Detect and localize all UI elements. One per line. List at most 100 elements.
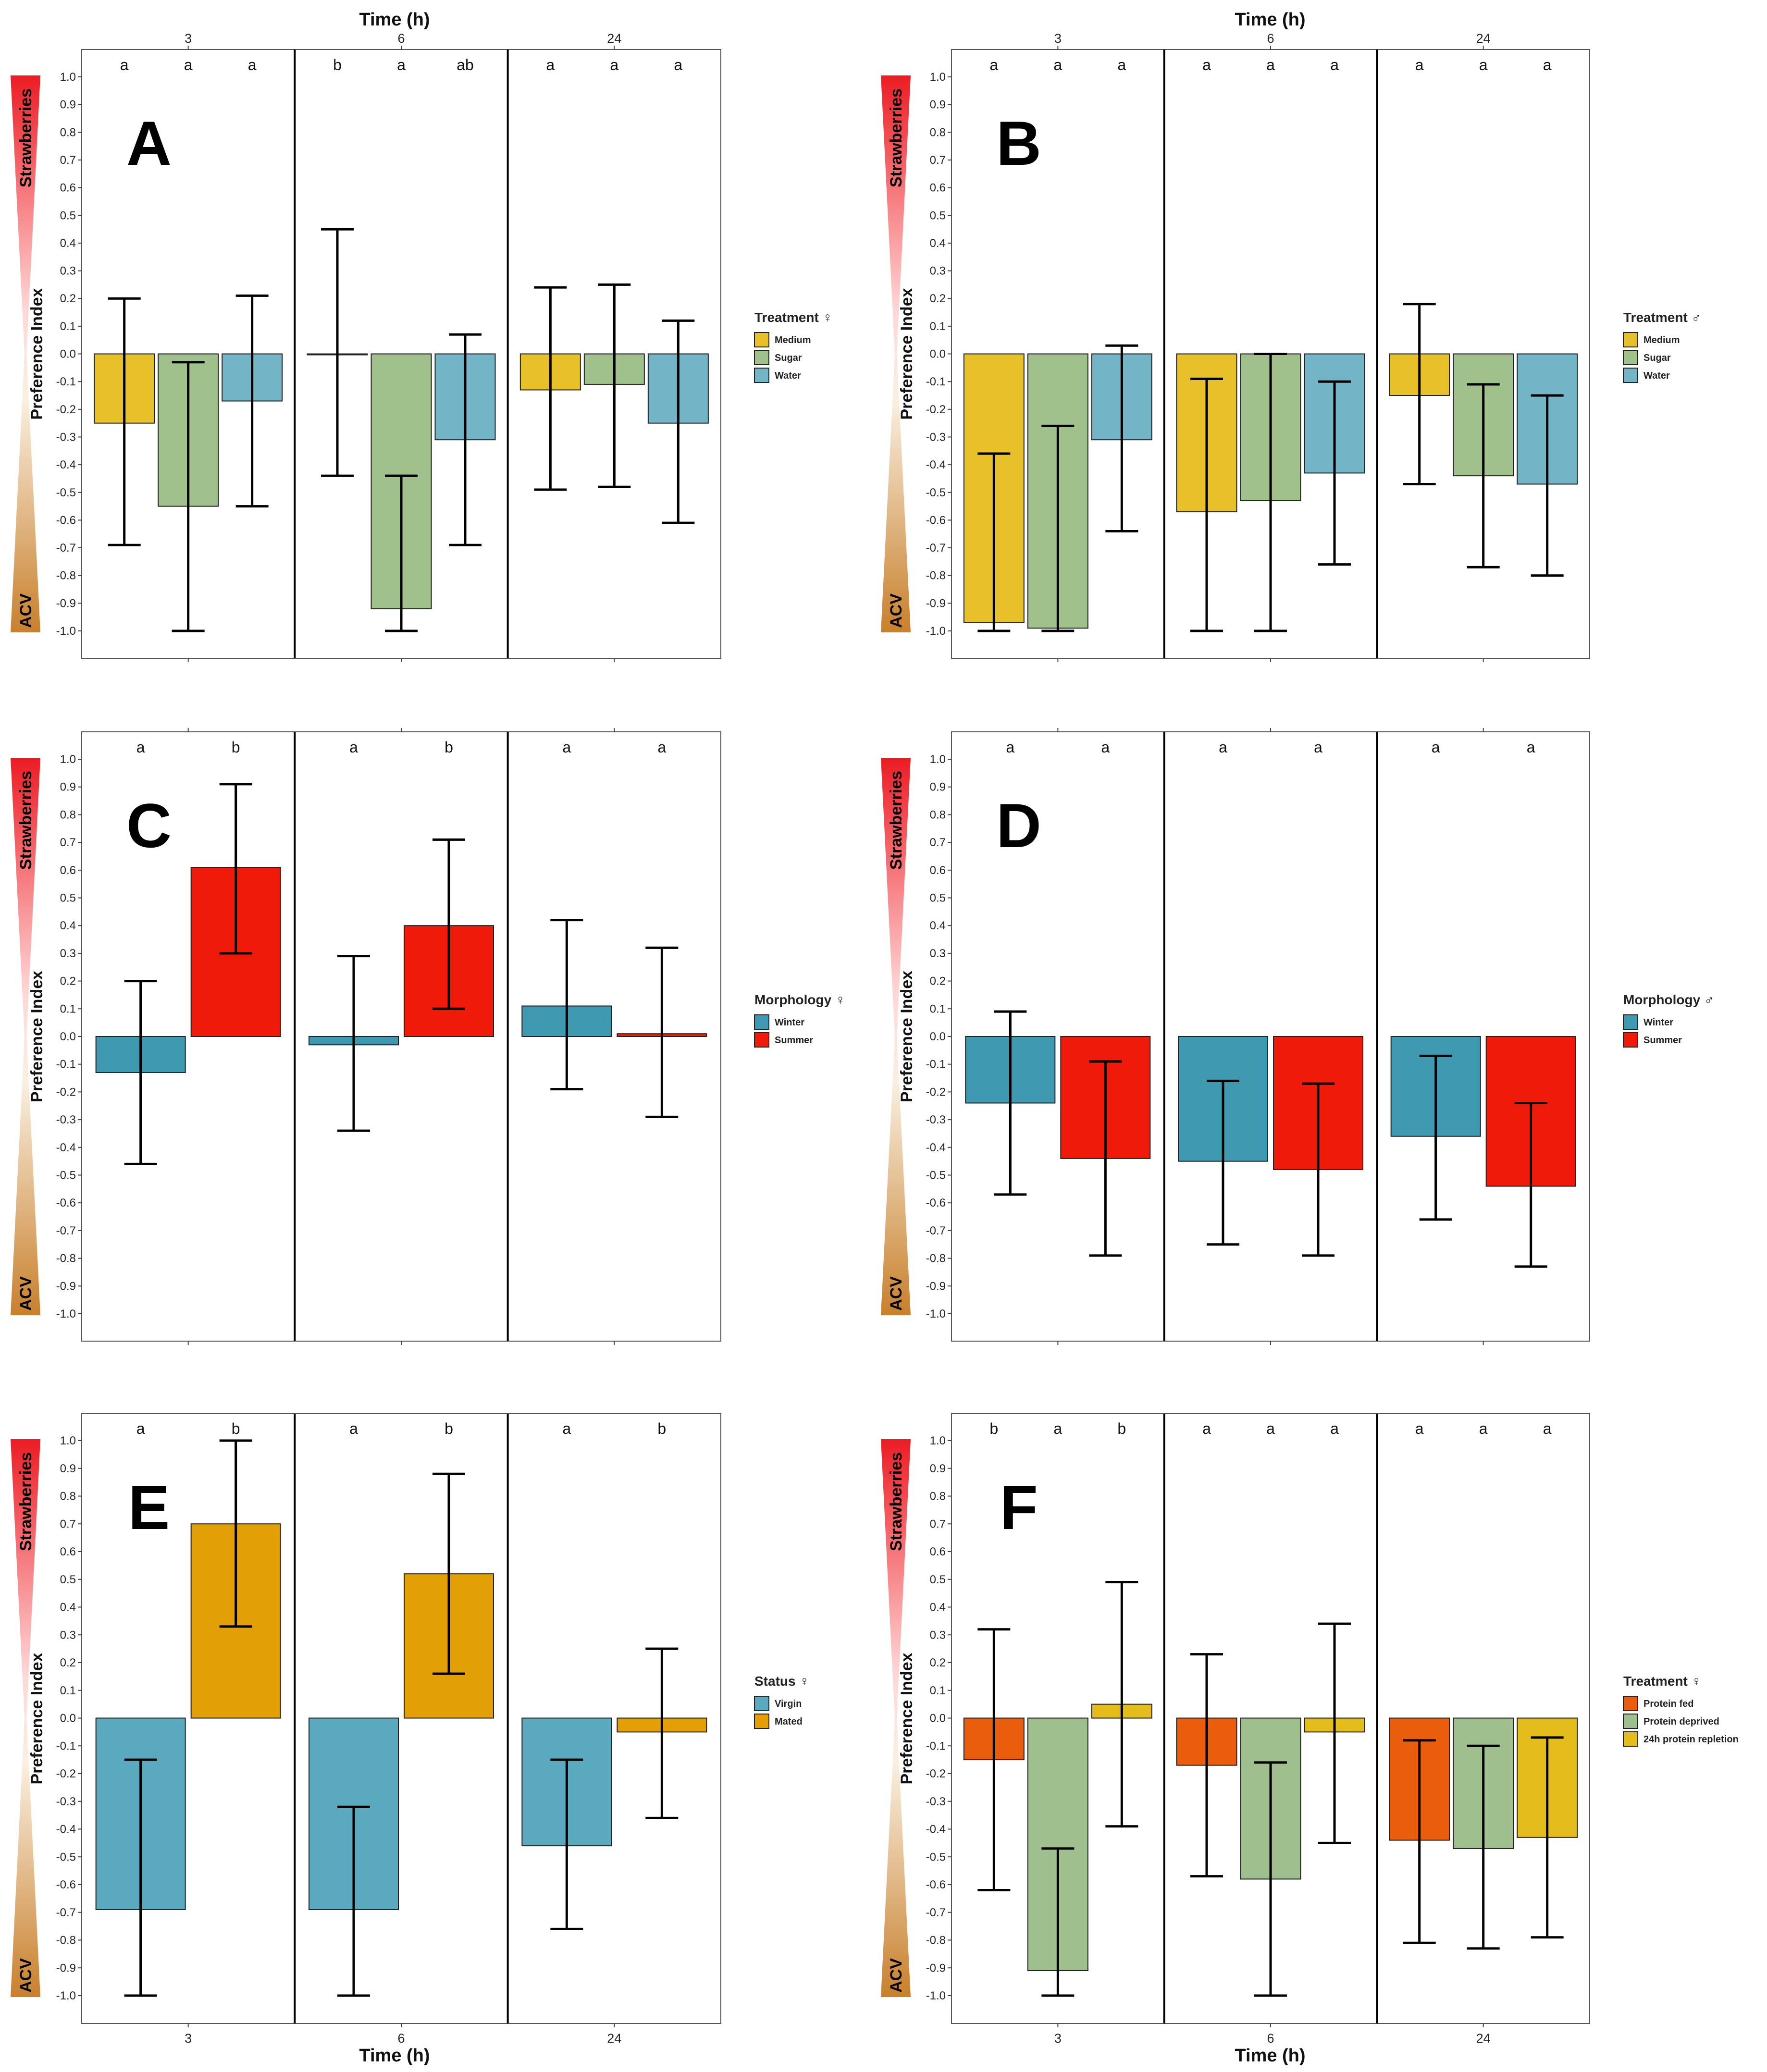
bottom-time-axis-title-left: Time (h) bbox=[359, 2046, 430, 2066]
legend-label: Virgin bbox=[775, 1699, 802, 1709]
y-tick-label: 0.3 bbox=[930, 1628, 946, 1641]
y-tick-label: 0.3 bbox=[60, 265, 76, 278]
significance-letter: a bbox=[1330, 56, 1339, 74]
significance-letter: a bbox=[562, 1420, 571, 1437]
y-tick-label: 0.4 bbox=[930, 919, 946, 932]
y-axis-title: Preference Index bbox=[28, 971, 46, 1102]
legend-label: Winter bbox=[1643, 1017, 1673, 1028]
legend-label: Mated bbox=[775, 1716, 803, 1727]
y-tick-label: 1.0 bbox=[60, 753, 76, 766]
y-tick-label: -0.1 bbox=[926, 1739, 946, 1752]
legend-label: Summer bbox=[775, 1035, 813, 1046]
y-tick-label: -0.6 bbox=[56, 1196, 76, 1209]
y-tick-label: 0.1 bbox=[930, 1684, 946, 1697]
y-tick-label: -0.2 bbox=[926, 1767, 946, 1780]
y-tick-label: 0.0 bbox=[60, 1030, 76, 1043]
y-tick-label: 0.4 bbox=[60, 237, 76, 250]
y-tick-label: 0.8 bbox=[930, 808, 946, 821]
y-tick-label: -0.7 bbox=[56, 542, 76, 555]
y-tick-label: 0.8 bbox=[60, 126, 76, 139]
y-tick-label: 0.8 bbox=[930, 1490, 946, 1503]
y-tick-label: 0.3 bbox=[60, 1628, 76, 1641]
y-tick-label: 0.6 bbox=[930, 182, 946, 195]
legend-label: Protein fed bbox=[1643, 1699, 1693, 1709]
time-tick-label-bottom: 6 bbox=[1267, 2031, 1274, 2046]
y-tick-label: -0.7 bbox=[926, 1224, 946, 1237]
y-tick-label: -0.9 bbox=[56, 1280, 76, 1293]
legend-label: Water bbox=[775, 370, 801, 381]
y-tick-label: 0.5 bbox=[60, 1573, 76, 1586]
y-tick-label: -0.9 bbox=[926, 597, 946, 610]
legend-swatch bbox=[1623, 1014, 1638, 1030]
gradient-label-acv: ACV bbox=[887, 1276, 905, 1311]
panel-letter: B bbox=[996, 108, 1041, 178]
y-tick-label: -0.3 bbox=[56, 1795, 76, 1808]
y-tick-label: 1.0 bbox=[930, 753, 946, 766]
y-tick-label: -0.7 bbox=[926, 542, 946, 555]
y-tick-label: -0.2 bbox=[926, 403, 946, 416]
y-axis-title: Preference Index bbox=[898, 1653, 916, 1784]
y-tick-label: -0.4 bbox=[56, 1823, 76, 1836]
legend-swatch bbox=[1623, 1032, 1638, 1048]
significance-letter: a bbox=[674, 56, 682, 74]
y-tick-label: -0.2 bbox=[56, 1085, 76, 1098]
y-tick-label: 0.9 bbox=[60, 781, 76, 794]
y-tick-label: -0.4 bbox=[926, 1823, 946, 1836]
y-tick-label: -0.7 bbox=[56, 1906, 76, 1919]
significance-letter: a bbox=[1053, 1420, 1062, 1437]
y-axis-title: Preference Index bbox=[898, 288, 916, 419]
y-tick-label: 0.1 bbox=[930, 320, 946, 333]
y-tick-label: 0.5 bbox=[60, 209, 76, 222]
legend-swatch bbox=[754, 1032, 769, 1048]
y-tick-label: 0.7 bbox=[60, 1517, 76, 1530]
y-tick-label: 0.1 bbox=[60, 320, 76, 333]
y-tick-label: 0.2 bbox=[930, 1656, 946, 1669]
y-tick-label: -0.8 bbox=[56, 1934, 76, 1947]
y-tick-label: -0.6 bbox=[56, 1878, 76, 1891]
y-tick-label: -0.6 bbox=[56, 514, 76, 527]
legend-swatch bbox=[1623, 332, 1638, 347]
y-tick-label: 0.9 bbox=[60, 1462, 76, 1475]
y-tick-label: 1.0 bbox=[930, 71, 946, 84]
y-tick-label: -1.0 bbox=[56, 625, 76, 638]
y-tick-label: -0.3 bbox=[56, 1113, 76, 1126]
y-tick-label: -0.6 bbox=[926, 1196, 946, 1209]
y-tick-label: -0.7 bbox=[56, 1224, 76, 1237]
significance-letter: a bbox=[397, 56, 406, 74]
y-tick-label: 0.6 bbox=[60, 1545, 76, 1558]
panel-b: 1.0 0.9 0.8 0.7 0.6 0.5 0.4 0.3 0.2 0.1 0.0 -0.1 -0.… bbox=[881, 31, 1702, 662]
time-tick-label-bottom: 24 bbox=[607, 2031, 621, 2046]
panels: 1.0 0.9 0.8 0.7 0.6 0.5 0.4 0.3 0.2 0.1 0.0 -0.1 -0.… bbox=[11, 31, 1739, 2046]
panel-a: 1.0 0.9 0.8 0.7 0.6 0.5 0.4 0.3 0.2 0.1 0.0 -0.1 -0.… bbox=[11, 31, 833, 662]
y-tick-label: -1.0 bbox=[926, 1989, 946, 2002]
y-tick-label: 0.4 bbox=[930, 237, 946, 250]
y-tick-label: -0.5 bbox=[56, 1850, 76, 1863]
time-tick-label-bottom: 24 bbox=[1476, 2031, 1491, 2046]
y-tick-label: 0.3 bbox=[60, 947, 76, 960]
significance-letter: a bbox=[1479, 1420, 1488, 1437]
time-tick-label-bottom: 3 bbox=[185, 2031, 192, 2046]
y-tick-label: 0.7 bbox=[930, 836, 946, 849]
y-tick-label: 0.7 bbox=[930, 1517, 946, 1530]
legend-swatch bbox=[754, 332, 769, 347]
significance-letter: a bbox=[1266, 56, 1275, 74]
y-tick-label: 0.0 bbox=[60, 1712, 76, 1725]
significance-letter: a bbox=[1117, 56, 1126, 74]
y-tick-label: 0.3 bbox=[930, 947, 946, 960]
y-tick-label: 0.0 bbox=[60, 348, 76, 361]
significance-letter: a bbox=[248, 56, 257, 74]
significance-letter: a bbox=[1202, 56, 1211, 74]
gradient-label-acv: ACV bbox=[17, 1276, 35, 1311]
gradient-label-strawberries: Strawberries bbox=[887, 88, 905, 187]
legend-swatch bbox=[754, 350, 769, 365]
gradient-label-strawberries: Strawberries bbox=[887, 771, 905, 870]
y-tick-label: -0.2 bbox=[926, 1085, 946, 1098]
significance-letter: a bbox=[1415, 1420, 1424, 1437]
y-tick-label: -0.8 bbox=[926, 569, 946, 582]
preference-gradient-wedge bbox=[881, 1439, 911, 1997]
preference-gradient-wedge bbox=[881, 75, 911, 632]
legend-swatch bbox=[754, 368, 769, 383]
y-axis-title: Preference Index bbox=[28, 288, 46, 419]
y-tick-label: 0.6 bbox=[60, 182, 76, 195]
y-tick-label: 0.9 bbox=[930, 99, 946, 111]
